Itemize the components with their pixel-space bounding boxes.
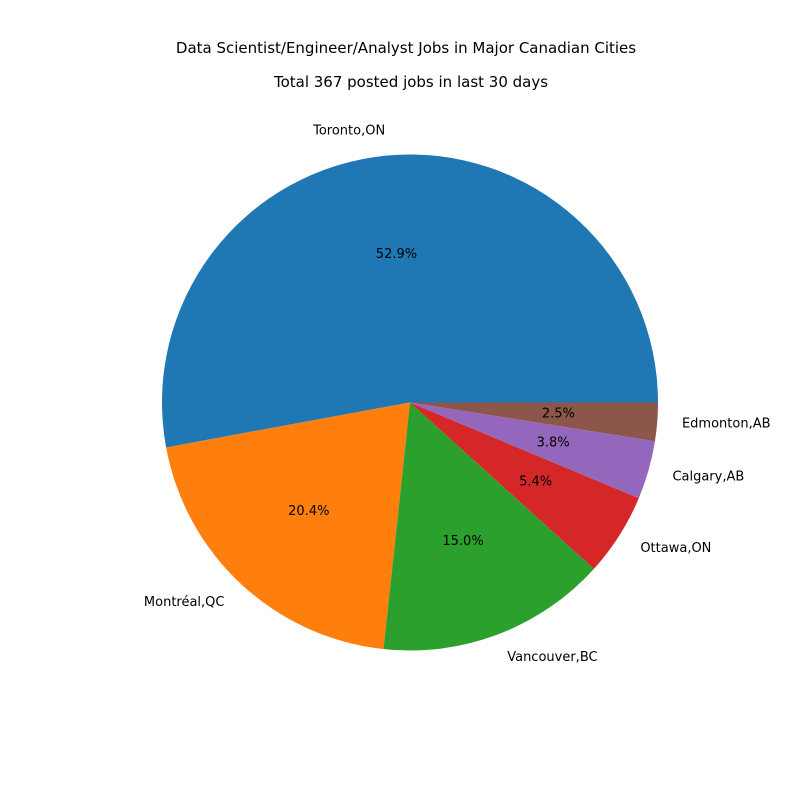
slice-label-calgary-ab: Calgary,AB — [672, 469, 744, 484]
slice-label-edmonton-ab: Edmonton,AB — [682, 416, 771, 431]
pct-label-toronto-on: 52.9% — [376, 247, 417, 262]
pie-slice-vancouver-bc — [383, 402, 594, 651]
pct-label-montr-al-qc: 20.4% — [288, 504, 329, 519]
slice-label-ottawa-on: Ottawa,ON — [640, 541, 711, 556]
pct-label-calgary-ab: 3.8% — [537, 436, 570, 451]
pie-labels: Toronto,ON 52.9% Montréal,QC 20.4% Vancouver… — [144, 123, 771, 665]
pct-label-ottawa-on: 5.4% — [519, 475, 552, 490]
pct-label-vancouver-bc: 15.0% — [442, 534, 483, 549]
pie-slice-toronto-on — [161, 154, 658, 448]
pct-label-edmonton-ab: 2.5% — [542, 407, 575, 422]
slice-label-montr-al-qc: Montréal,QC — [144, 595, 225, 610]
slice-label-toronto-on: Toronto,ON — [312, 123, 385, 138]
pie-slice-montr-al-qc — [166, 402, 410, 650]
pie-slice-edmonton-ab — [410, 402, 658, 442]
slice-label-vancouver-bc: Vancouver,BC — [507, 650, 597, 665]
pie-slice-calgary-ab — [410, 402, 655, 499]
chart-title: Data Scientist/Engineer/Analyst Jobs in … — [176, 39, 636, 57]
pie-slices — [161, 154, 658, 651]
pie-slice-ottawa-on — [410, 402, 639, 569]
chart-subtitle: Total 367 posted jobs in last 30 days — [273, 73, 548, 91]
